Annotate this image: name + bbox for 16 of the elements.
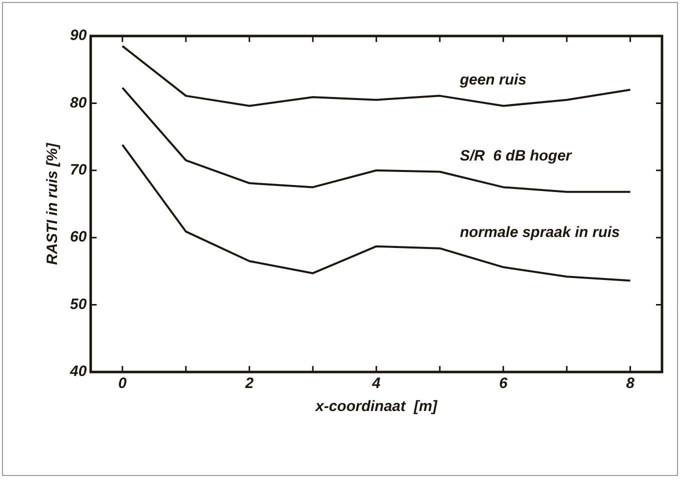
y-tick-label: 40 (68, 363, 88, 380)
y-tick-label: 60 (70, 228, 88, 246)
x-tick-label: 4 (371, 375, 382, 392)
y-axis-title: RASTI in ruis [%] (44, 142, 62, 265)
y-tick-label: 50 (70, 296, 88, 313)
series-label: S/R 6 dB hoger (460, 147, 573, 164)
y-tick-label: 70 (70, 162, 88, 179)
y-tick-label: 90 (70, 27, 88, 44)
x-tick-label: 6 (499, 375, 508, 392)
x-tick-label: 0 (118, 375, 128, 392)
x-tick-label: 2 (244, 375, 254, 392)
x-axis-title: x-coordinaat [m] (314, 398, 438, 416)
x-tick-label: 8 (626, 375, 636, 392)
series-label: geen ruis (458, 71, 527, 88)
y-tick-label: 80 (70, 94, 88, 112)
series-label: normale spraak in ruis (460, 224, 620, 241)
